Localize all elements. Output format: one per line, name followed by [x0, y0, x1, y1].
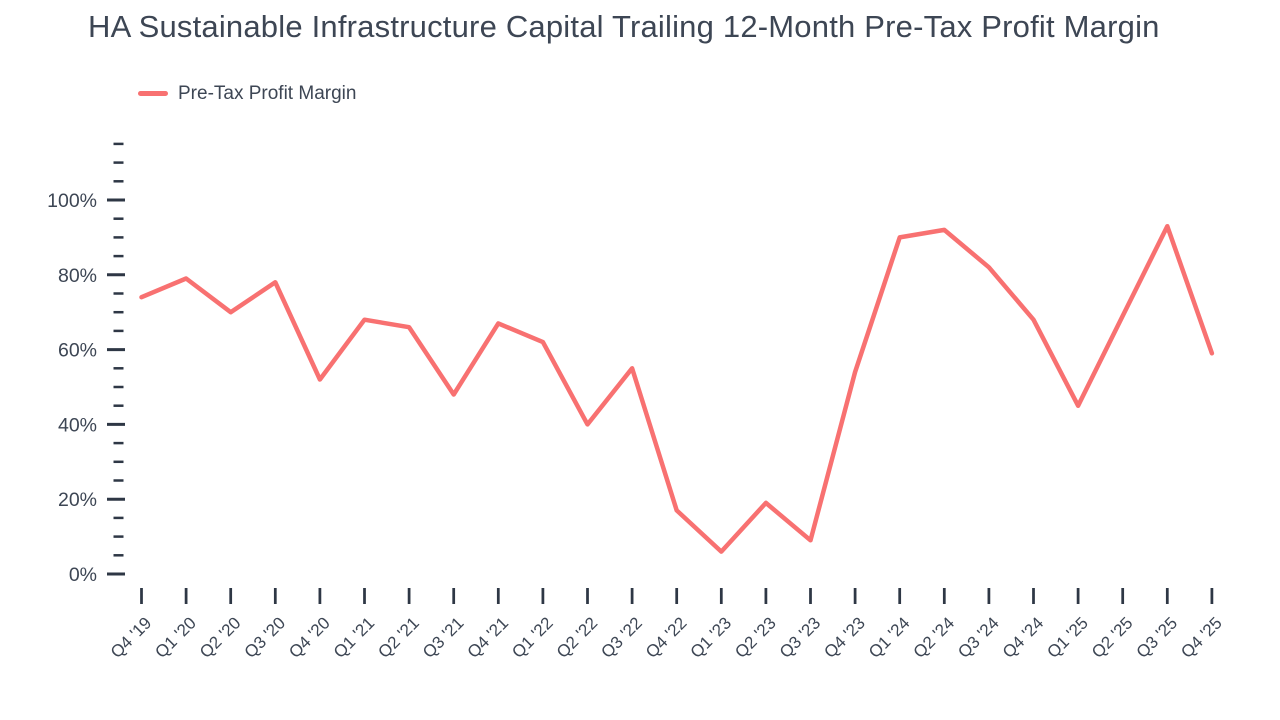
- x-axis-label: Q4 '20: [285, 613, 333, 661]
- x-axis-label: Q1 '25: [1043, 613, 1091, 661]
- x-axis-label: Q4 '23: [820, 613, 868, 661]
- series-line: [139, 223, 1215, 554]
- legend-label: Pre-Tax Profit Margin: [178, 83, 357, 104]
- y-axis-label: 80%: [58, 265, 97, 287]
- x-axis-label: Q2 '23: [731, 613, 779, 661]
- x-axis-label: Q2 '20: [196, 613, 244, 661]
- x-axis-label: Q4 '25: [1177, 613, 1225, 661]
- x-axis-label: Q1 '23: [687, 613, 735, 661]
- x-axis-label: Q3 '22: [597, 613, 645, 661]
- x-axis-label: Q3 '20: [241, 613, 289, 661]
- x-axis-label: Q1 '24: [865, 613, 913, 661]
- x-axis-label: Q2 '21: [374, 613, 422, 661]
- y-axis-label: 40%: [58, 414, 97, 436]
- y-axis-label: 20%: [58, 489, 97, 511]
- x-axis-label: Q1 '22: [508, 613, 556, 661]
- x-axis-label: Q2 '24: [910, 613, 958, 661]
- x-axis-label: Q3 '25: [1133, 613, 1181, 661]
- legend-item[interactable]: Pre-Tax Profit Margin: [138, 84, 356, 103]
- y-axis-label: 100%: [47, 190, 97, 212]
- y-axis-label: 0%: [69, 564, 97, 586]
- x-axis-label: Q4 '24: [999, 613, 1047, 661]
- y-axis-label: 60%: [58, 340, 97, 362]
- x-axis-label: Q2 '25: [1088, 613, 1136, 661]
- x-axis-label: Q1 '21: [330, 613, 378, 661]
- x-axis-label: Q1 '20: [151, 613, 199, 661]
- legend: Pre-Tax Profit Margin: [138, 84, 356, 103]
- x-axis-label: Q4 '21: [464, 613, 512, 661]
- x-axis-label: Q3 '23: [776, 613, 824, 661]
- x-axis-label: Q4 '22: [642, 613, 690, 661]
- x-axis-label: Q4 '19: [107, 613, 155, 661]
- x-axis-label: Q2 '22: [553, 613, 601, 661]
- chart-title: HA Sustainable Infrastructure Capital Tr…: [88, 9, 1160, 44]
- x-axis-label: Q3 '21: [419, 613, 467, 661]
- x-axis-label: Q3 '24: [954, 613, 1002, 661]
- legend-swatch-line-icon: [138, 91, 168, 96]
